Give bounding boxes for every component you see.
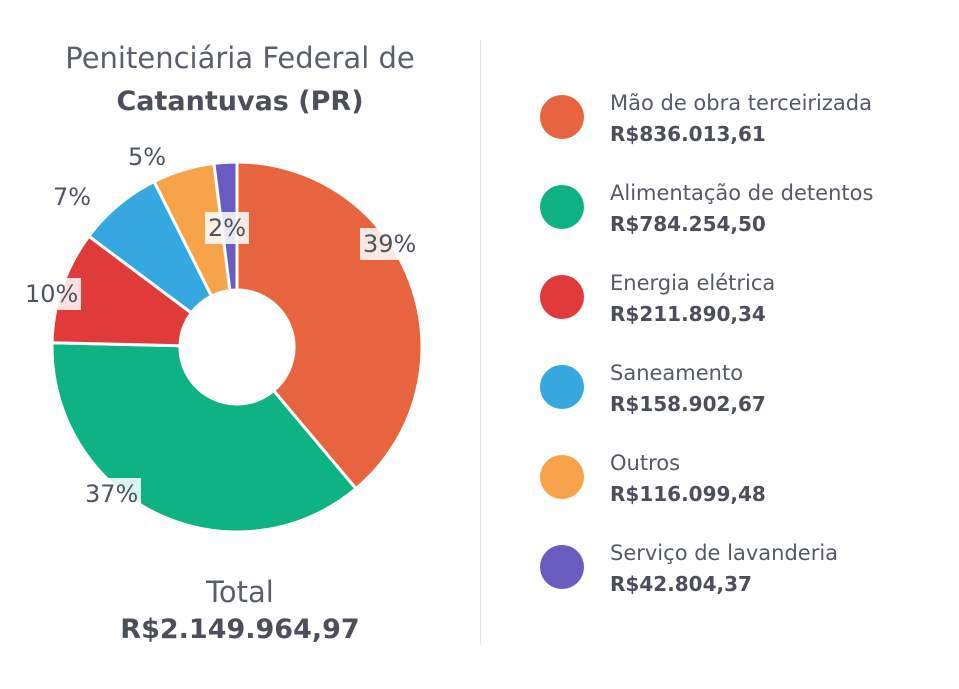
legend-value: R$42.804,37 bbox=[610, 572, 752, 596]
total-label: Total bbox=[206, 575, 274, 609]
legend-label: Energia elétrica bbox=[610, 271, 776, 295]
legend-color-dot bbox=[540, 365, 584, 409]
legend-color-dot bbox=[540, 185, 584, 229]
legend-label: Outros bbox=[610, 451, 681, 475]
total-value: R$2.149.964,97 bbox=[120, 614, 360, 645]
donut-slice[interactable] bbox=[50, 234, 194, 348]
legend-value: R$211.890,34 bbox=[610, 302, 766, 326]
legend-value: R$158.902,67 bbox=[610, 392, 766, 416]
legend-value: R$836.013,61 bbox=[610, 122, 766, 146]
title-line-2: Catantuvas (PR) bbox=[116, 86, 364, 117]
chart-title: Penitenciária Federal de Catantuvas (PR) bbox=[20, 36, 460, 124]
legend-color-dot bbox=[540, 95, 584, 139]
legend-label: Serviço de lavanderia bbox=[610, 541, 839, 565]
legend-value: R$116.099,48 bbox=[610, 482, 766, 506]
percent-label: 2% bbox=[205, 212, 250, 244]
legend-color-dot bbox=[540, 545, 584, 589]
legend-label: Mão de obra terceirizada bbox=[610, 91, 872, 115]
percent-label: 39% bbox=[360, 228, 420, 260]
percent-label: 37% bbox=[82, 478, 142, 510]
title-line-1: Penitenciária Federal de bbox=[65, 41, 415, 75]
legend-value: R$784.254,50 bbox=[610, 212, 766, 236]
percent-label: 10% bbox=[22, 278, 82, 310]
legend-color-dot bbox=[540, 275, 584, 319]
divider bbox=[480, 40, 481, 645]
legend-color-dot bbox=[540, 455, 584, 499]
percent-label: 7% bbox=[50, 181, 95, 213]
percent-label: 5% bbox=[125, 141, 170, 173]
legend-label: Alimentação de detentos bbox=[610, 181, 874, 205]
total-block: Total R$2.149.964,97 bbox=[20, 572, 460, 648]
legend-label: Saneamento bbox=[610, 361, 744, 385]
